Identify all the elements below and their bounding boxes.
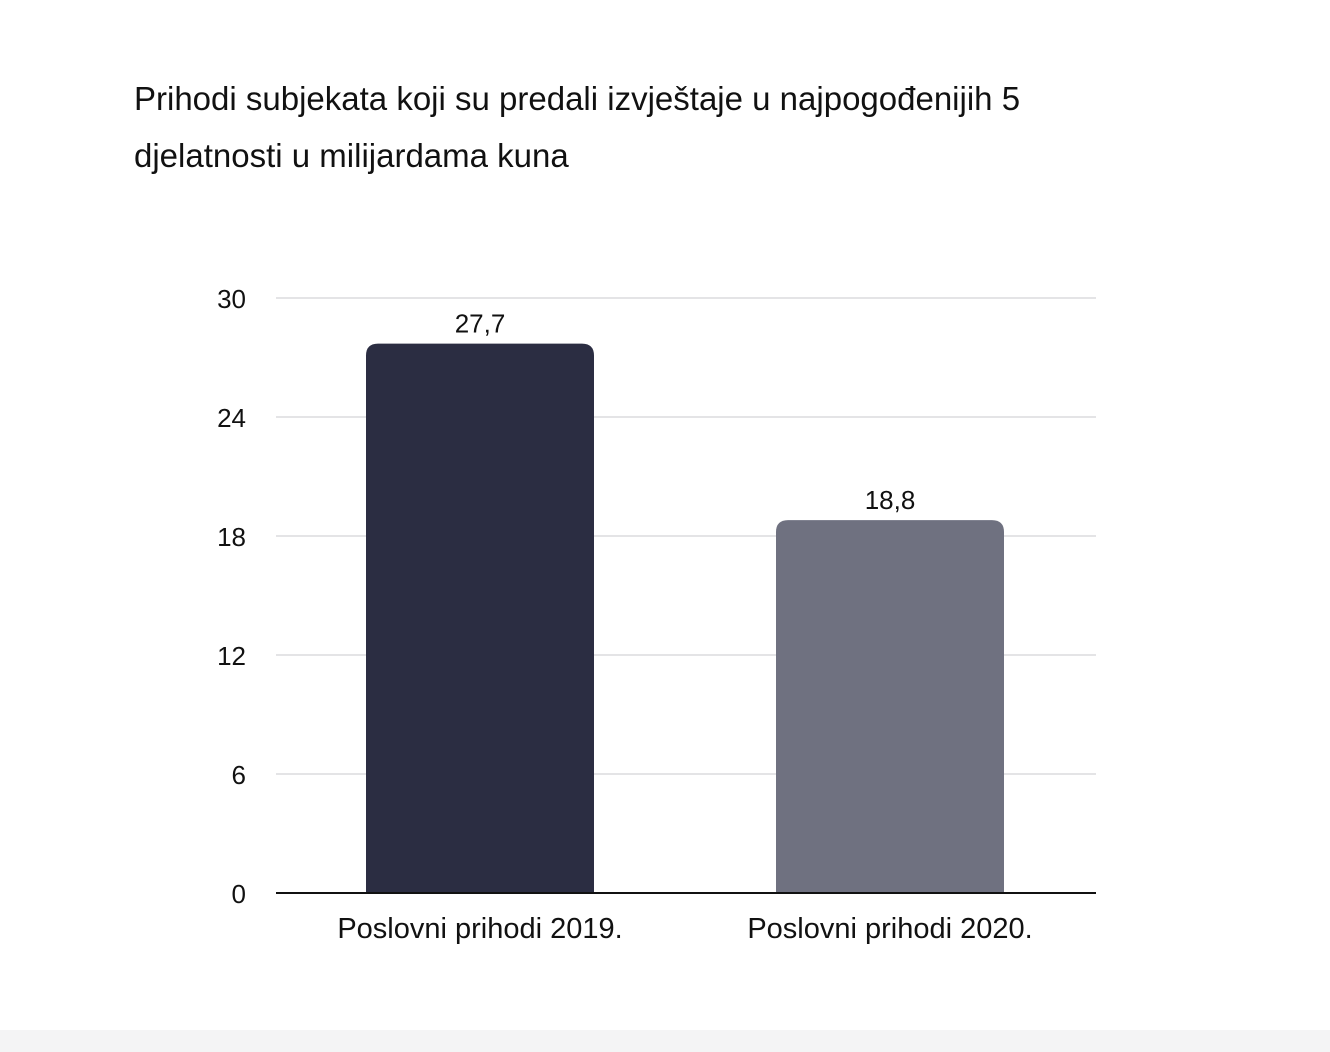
data-label: 18,8	[865, 485, 916, 515]
y-tick-label: 24	[217, 403, 246, 433]
y-tick-label: 6	[232, 760, 246, 790]
x-tick-label: Poslovni prihodi 2019.	[337, 913, 622, 945]
x-tick-label: Poslovni prihodi 2020.	[747, 913, 1032, 945]
y-tick-label: 18	[217, 522, 246, 552]
chart-title: Prihodi subjekata koji su predali izvješ…	[134, 80, 1021, 174]
bar	[366, 343, 594, 893]
y-tick-label: 30	[217, 284, 246, 314]
y-tick-label: 12	[217, 641, 246, 671]
y-tick-label: 0	[232, 879, 246, 909]
footer-strip	[0, 1030, 1330, 1052]
bar	[776, 520, 1004, 893]
data-label: 27,7	[455, 309, 506, 339]
